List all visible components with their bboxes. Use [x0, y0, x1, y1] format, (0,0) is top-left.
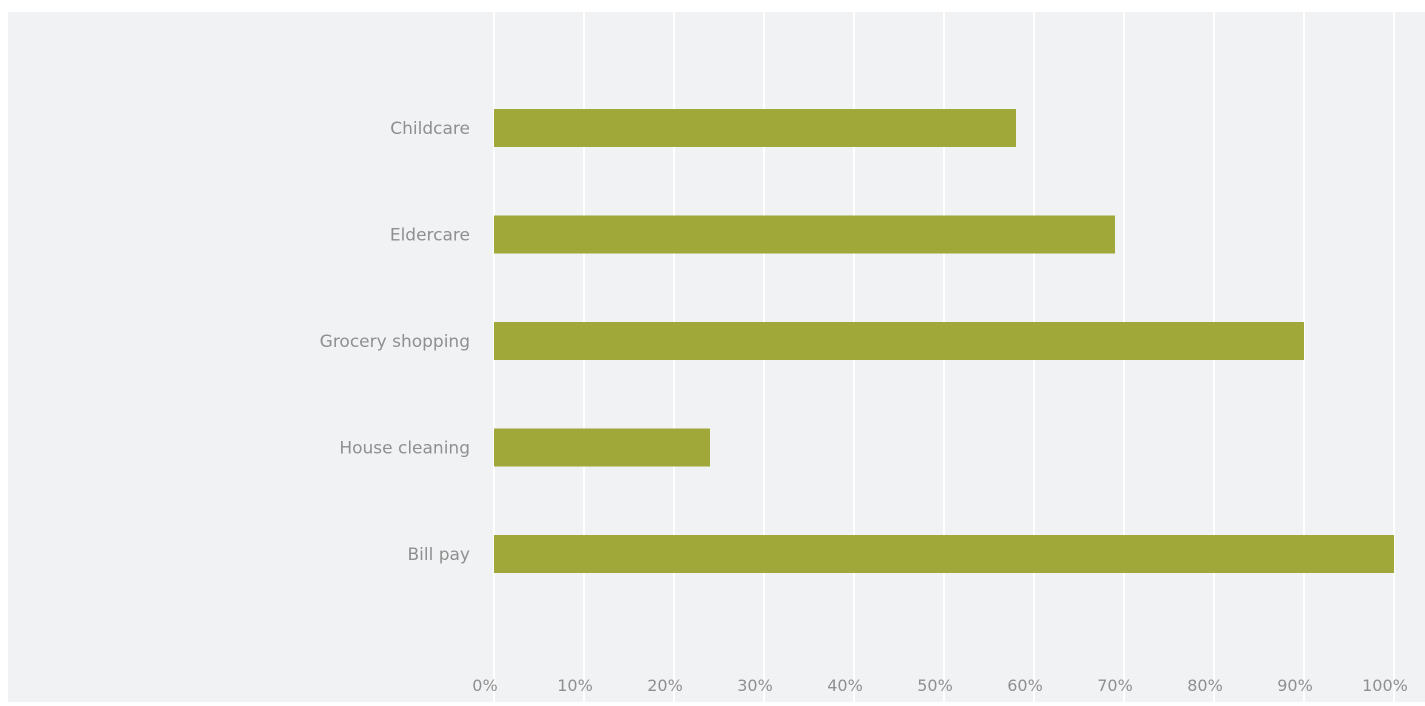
x-tick-label: 20% — [647, 676, 683, 695]
category-label: Bill pay — [407, 545, 470, 565]
bar — [494, 428, 710, 467]
bar — [494, 322, 1304, 360]
x-tick-label: 60% — [1007, 676, 1043, 695]
bar — [494, 535, 1394, 573]
category-labels: Childcare Eldercare Grocery shopping House … — [320, 119, 470, 565]
bars — [494, 109, 1394, 573]
bar — [494, 109, 1016, 147]
x-tick-label: 0% — [472, 676, 497, 695]
x-tick-labels: 0% 10% 20% 30% 40% 50% 60% 70% 80% 90% 100% — [472, 676, 1408, 695]
x-tick-label: 40% — [827, 676, 863, 695]
x-tick-label: 10% — [557, 676, 593, 695]
x-tick-label: 100% — [1362, 676, 1408, 695]
bar — [494, 215, 1115, 254]
category-label: House cleaning — [339, 439, 470, 459]
x-tick-label: 70% — [1097, 676, 1133, 695]
x-tick-label: 90% — [1277, 676, 1313, 695]
category-label: Eldercare — [390, 226, 470, 246]
category-label: Childcare — [390, 119, 470, 139]
x-tick-label: 80% — [1187, 676, 1223, 695]
x-tick-label: 30% — [737, 676, 773, 695]
category-label: Grocery shopping — [320, 332, 470, 352]
x-tick-label: 50% — [917, 676, 953, 695]
